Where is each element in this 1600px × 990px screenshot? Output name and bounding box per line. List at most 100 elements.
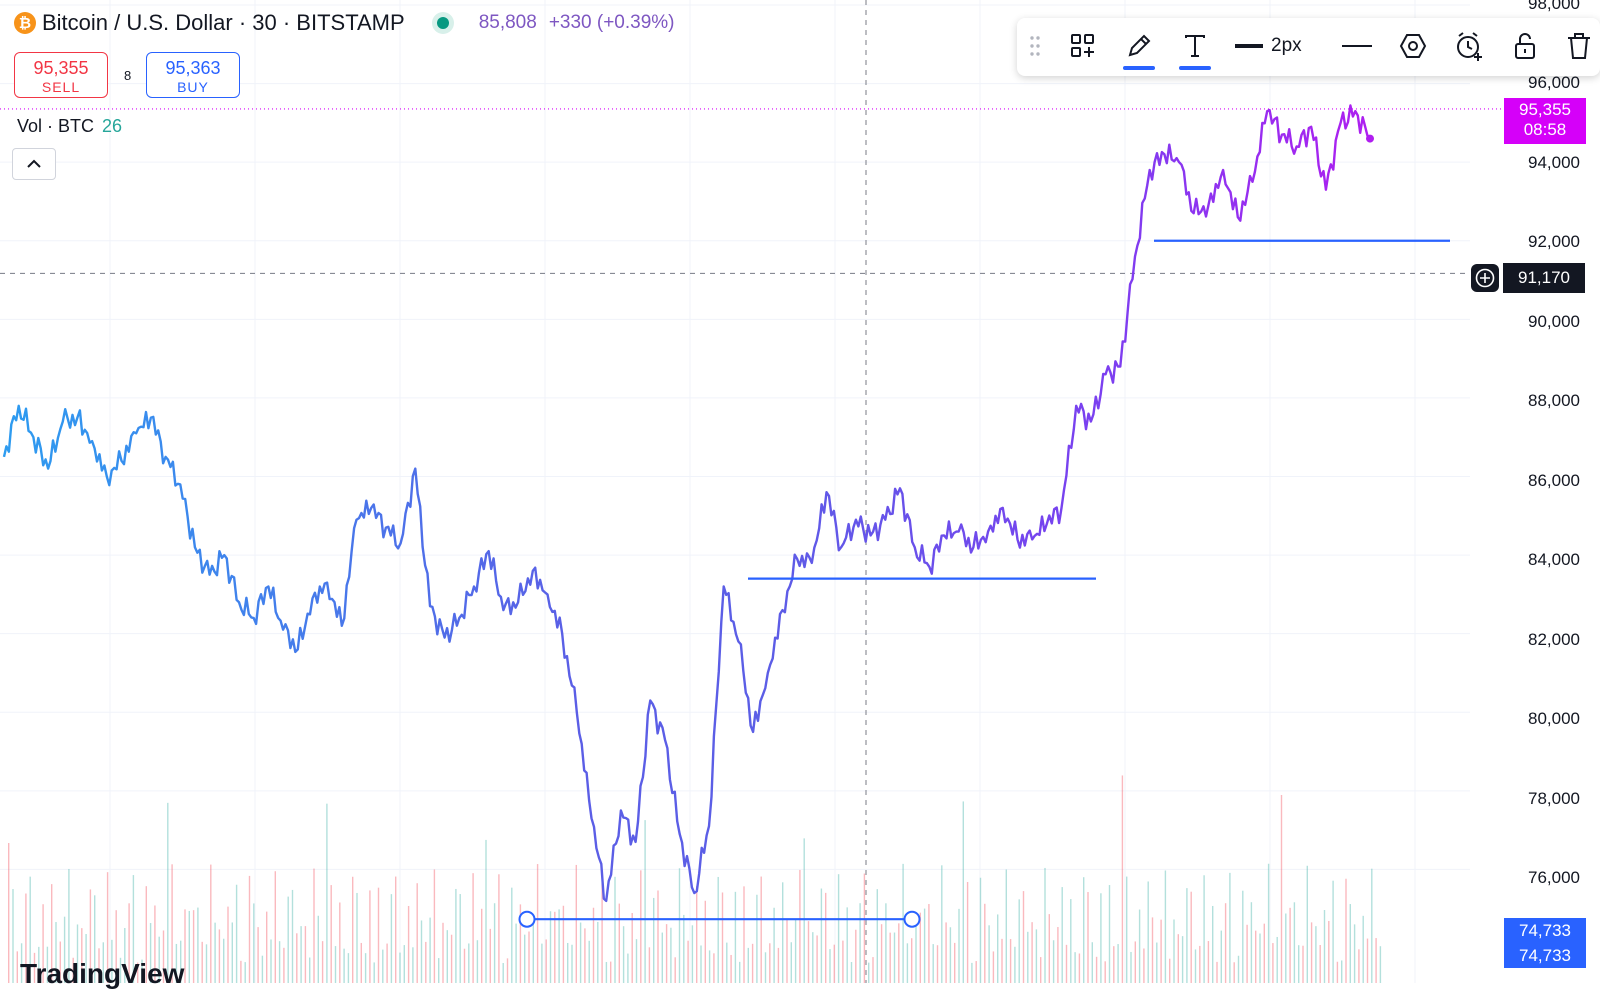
volume-bar: [1070, 899, 1072, 983]
volume-bar: [124, 927, 126, 983]
volume-bar: [1005, 869, 1007, 983]
volume-bar: [928, 904, 930, 983]
volume-bar: [407, 905, 410, 983]
volume-bar: [1203, 875, 1205, 983]
volume-bar: [1242, 890, 1244, 983]
text-tool-icon[interactable]: [1177, 28, 1213, 70]
volume-bar: [291, 889, 294, 983]
settings-hexagon-icon[interactable]: [1395, 28, 1431, 64]
volume-bar: [1371, 868, 1373, 983]
volume-bar: [562, 905, 565, 983]
volume-bar: [997, 914, 999, 983]
volume-bar: [661, 932, 663, 983]
volume-bar: [313, 868, 315, 983]
volume-bar: [476, 940, 479, 983]
drawings[interactable]: [518, 134, 1451, 928]
volume-bar: [829, 949, 831, 983]
volume-bar: [739, 961, 741, 983]
current-price-value: 95,355: [1519, 100, 1571, 119]
volume-bar: [1212, 905, 1214, 983]
volume-bar: [1121, 775, 1124, 983]
bitcoin-icon: ₿: [14, 12, 36, 34]
volume-bar: [119, 957, 122, 983]
volume-bar: [270, 939, 272, 983]
volume-bar: [373, 962, 375, 983]
volume-bar: [141, 959, 143, 983]
volume-bar: [395, 876, 397, 983]
drag-handle-icon[interactable]: [1027, 28, 1043, 64]
drawing-price-low: 74,733: [1519, 946, 1571, 965]
volume-bar: [180, 940, 182, 983]
volume-bar: [29, 876, 31, 983]
add-plus-button[interactable]: [1471, 264, 1499, 292]
volume-bar: [670, 927, 672, 983]
volume-bar: [648, 947, 651, 983]
volume-bar: [455, 888, 457, 983]
volume-bar: [111, 939, 113, 983]
volume-bar: [274, 871, 276, 983]
volume-bar: [214, 922, 216, 983]
volume-bar: [747, 947, 749, 983]
unlock-icon[interactable]: [1507, 28, 1543, 64]
volume-bar: [1358, 949, 1360, 983]
volume-bar: [1083, 877, 1085, 983]
volume-bar: [364, 953, 367, 983]
volume-bar: [773, 907, 775, 983]
volume-legend[interactable]: Vol · BTC 26: [17, 116, 122, 137]
volume-bar: [210, 864, 212, 983]
volume-bar: [59, 941, 61, 983]
volume-bar: [708, 950, 711, 983]
volume-bar: [1078, 953, 1081, 983]
volume-bar: [618, 903, 620, 983]
volume-bar: [1009, 939, 1012, 983]
price-series-line: [2, 104, 1371, 903]
volume-bar: [635, 939, 638, 983]
volume-bar: [863, 873, 866, 983]
volume-bar: [1220, 930, 1222, 983]
volume-bar: [339, 902, 341, 983]
volume-bar: [1255, 930, 1257, 983]
drawing-anchor-handle[interactable]: [518, 910, 536, 928]
volume-bar: [923, 908, 926, 983]
volume-bar: [751, 943, 754, 983]
drawing-anchor-handle[interactable]: [903, 910, 921, 928]
volume-bar: [885, 903, 887, 983]
volume-bar: [1160, 919, 1162, 983]
line-width-button[interactable]: 2px: [1235, 28, 1321, 64]
volume-bar: [1130, 951, 1132, 983]
add-widget-icon[interactable]: [1065, 28, 1101, 64]
add-alert-icon[interactable]: [1451, 28, 1487, 64]
volume-bar: [614, 876, 616, 983]
volume-bar: [386, 943, 388, 983]
volume-bar: [175, 943, 178, 983]
sell-button[interactable]: 95,355 SELL: [14, 52, 108, 98]
volume-bar: [571, 944, 573, 983]
volume-bar: [192, 910, 195, 983]
volume-bar: [205, 944, 208, 983]
volume-bar: [390, 894, 393, 983]
volume-bar: [945, 922, 947, 983]
volume-bar: [1199, 945, 1201, 983]
volume-bar: [687, 940, 689, 983]
volume-bar: [463, 948, 466, 983]
volume-bar: [1126, 876, 1128, 983]
price-axis-label: 98,000: [1528, 0, 1580, 13]
volume-bar: [304, 926, 307, 983]
volume-bar: [1272, 943, 1274, 983]
volume-bar: [640, 870, 642, 983]
volume-bar: [300, 926, 302, 983]
symbol-title[interactable]: Bitcoin / U.S. Dollar · 30 · BITSTAMP: [42, 10, 405, 35]
volume-bar: [696, 886, 698, 983]
line-style-icon[interactable]: [1339, 28, 1375, 64]
price-axis-label: 94,000: [1528, 153, 1580, 172]
volume-bar: [846, 907, 848, 983]
buy-button[interactable]: 95,363 BUY: [146, 52, 240, 98]
trash-icon[interactable]: [1561, 28, 1597, 64]
volume-bar: [317, 915, 319, 983]
volume-bar: [12, 889, 14, 983]
collapse-indicators-button[interactable]: [12, 148, 56, 180]
pencil-icon[interactable]: [1121, 28, 1157, 70]
price-axis-label: 92,000: [1528, 232, 1580, 251]
price-axis-label: 76,000: [1528, 868, 1580, 887]
